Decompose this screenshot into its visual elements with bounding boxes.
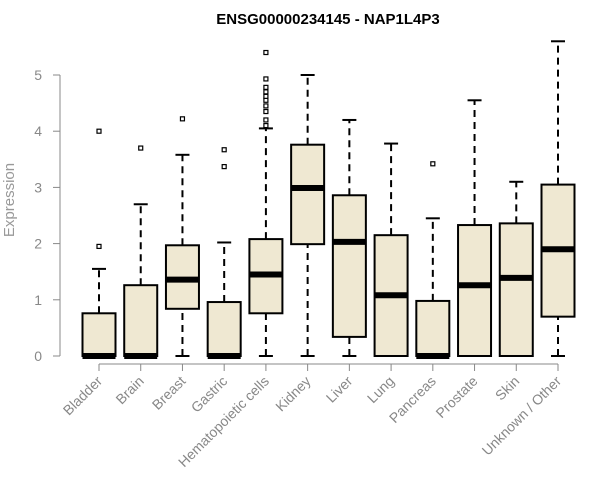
- x-tick-label: Bladder: [60, 373, 106, 419]
- outlier-point: [263, 122, 269, 129]
- outlier-point: [221, 147, 227, 153]
- x-tick-label: Kidney: [272, 373, 314, 415]
- box-group: [415, 161, 451, 359]
- plot-area: [81, 40, 576, 359]
- outlier-point: [430, 161, 436, 167]
- box-group: [123, 145, 159, 359]
- outlier-point: [96, 128, 102, 134]
- outlier-point: [221, 164, 227, 170]
- x-tick-label: Lung: [364, 373, 397, 406]
- box-group: [164, 116, 200, 357]
- box: [206, 301, 242, 358]
- box: [123, 284, 159, 357]
- outlier-point: [263, 93, 269, 99]
- x-tick-label: Unknown / Other: [479, 373, 565, 459]
- box: [415, 299, 451, 358]
- box: [290, 143, 326, 246]
- outlier-point: [263, 108, 269, 115]
- outlier-point: [263, 103, 269, 109]
- box-group: [540, 40, 576, 357]
- y-tick-label: 4: [34, 123, 42, 139]
- y-tick-label: 3: [34, 179, 42, 195]
- box: [457, 224, 493, 357]
- box-group: [81, 128, 117, 359]
- outlier-point: [263, 49, 269, 56]
- box-group: [331, 118, 367, 357]
- box: [331, 194, 367, 338]
- chart-title: ENSG00000234145 - NAP1L4P3: [216, 11, 439, 28]
- box-group: [373, 142, 409, 357]
- box-group: [206, 147, 242, 359]
- y-tick-label: 2: [34, 236, 42, 252]
- y-tick-label: 0: [34, 348, 42, 364]
- outlier-point: [263, 117, 269, 123]
- x-tick-label: Prostate: [432, 373, 480, 421]
- outlier-point: [179, 116, 186, 122]
- y-axis: 0 1 2 3 4 5: [34, 67, 61, 364]
- y-tick-label: 5: [34, 67, 42, 83]
- box: [81, 312, 117, 357]
- outlier-point: [138, 145, 144, 151]
- y-tick-label: 1: [34, 292, 42, 308]
- y-axis-label: Expression: [1, 163, 18, 237]
- outlier-point: [96, 243, 102, 250]
- x-tick-label: Skin: [492, 373, 523, 404]
- outlier-point: [263, 89, 269, 95]
- box-group: [498, 180, 534, 357]
- box: [498, 222, 534, 357]
- x-tick-label: Liver: [323, 373, 356, 406]
- box-group: [248, 49, 284, 357]
- outlier-point: [263, 76, 269, 82]
- x-tick-label: Brain: [112, 373, 146, 407]
- x-tick-label: Breast: [149, 373, 189, 413]
- outlier-point: [263, 84, 269, 90]
- box-group: [290, 74, 326, 357]
- box-group: [457, 99, 493, 357]
